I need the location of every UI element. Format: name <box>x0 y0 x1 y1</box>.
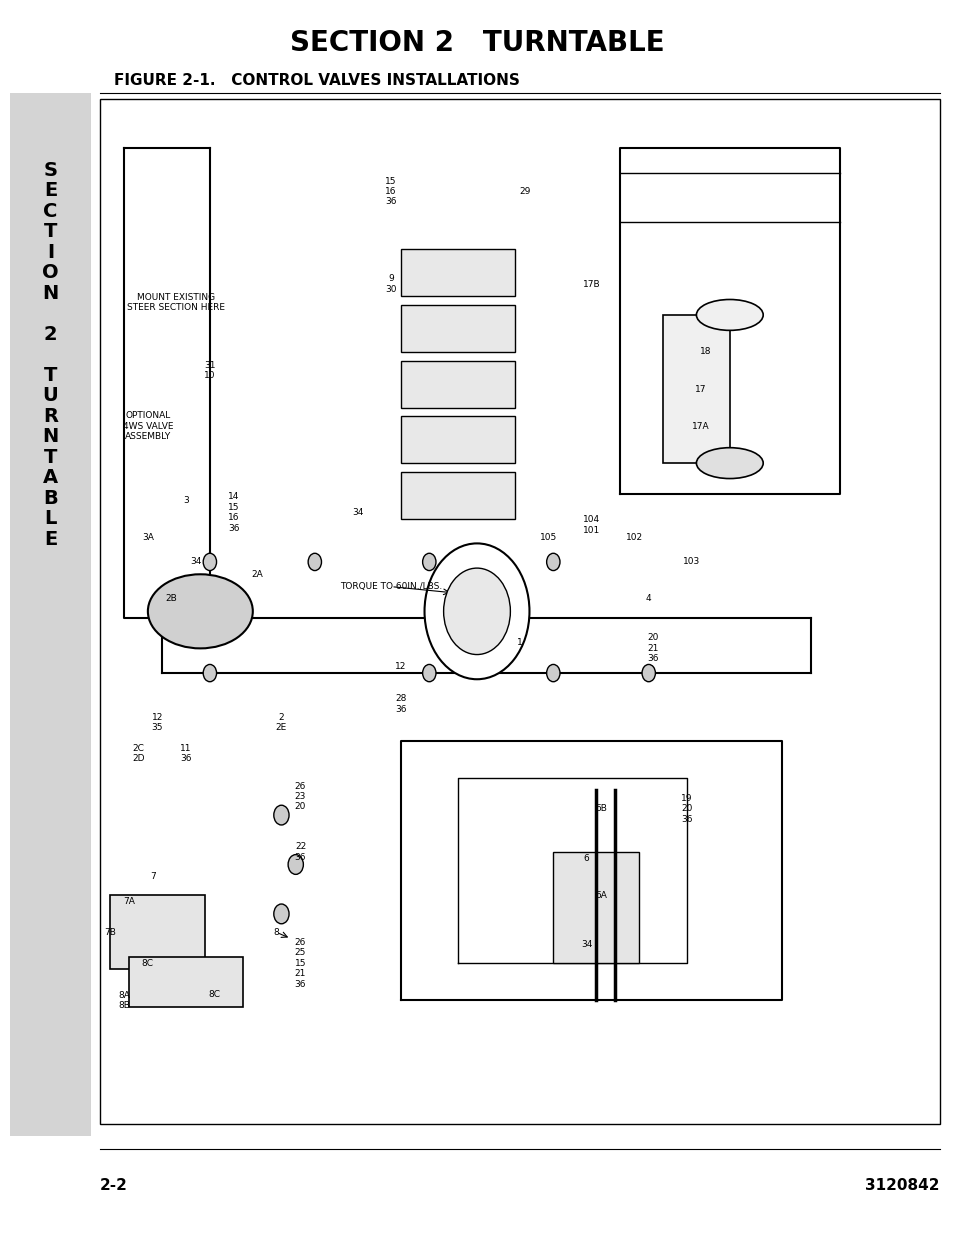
Text: 9
30: 9 30 <box>385 274 396 294</box>
Circle shape <box>443 568 510 655</box>
Circle shape <box>274 904 289 924</box>
Text: 104
101: 104 101 <box>582 515 599 535</box>
Bar <box>400 472 515 519</box>
Text: 6A: 6A <box>595 890 606 900</box>
Text: 29: 29 <box>518 186 530 196</box>
Text: 2A: 2A <box>252 569 263 579</box>
Text: 34: 34 <box>580 940 592 950</box>
Text: 26
25
15
21
36: 26 25 15 21 36 <box>294 939 306 988</box>
Text: 6B: 6B <box>595 804 606 814</box>
Bar <box>400 249 515 296</box>
Text: 34: 34 <box>190 557 201 567</box>
Bar <box>100 99 939 1124</box>
Circle shape <box>274 805 289 825</box>
Text: 34: 34 <box>352 508 363 517</box>
Text: 17A: 17A <box>692 421 709 431</box>
Text: 12: 12 <box>395 662 406 672</box>
Text: 7A: 7A <box>123 897 134 906</box>
Text: 7: 7 <box>150 872 155 882</box>
Circle shape <box>424 543 529 679</box>
Text: 15
16
36: 15 16 36 <box>385 177 396 206</box>
Text: 3120842: 3120842 <box>864 1178 939 1193</box>
FancyBboxPatch shape <box>10 93 91 1136</box>
Text: 2
2E: 2 2E <box>275 713 287 732</box>
Circle shape <box>546 664 559 682</box>
Text: 8C: 8C <box>142 958 153 968</box>
Text: FIGURE 2-1.   CONTROL VALVES INSTALLATIONS: FIGURE 2-1. CONTROL VALVES INSTALLATIONS <box>114 73 519 88</box>
Circle shape <box>422 553 436 571</box>
Text: 14
15
16
36: 14 15 16 36 <box>228 493 239 532</box>
Text: 3: 3 <box>183 495 189 505</box>
Text: 22
36: 22 36 <box>294 842 306 862</box>
Text: 2-2: 2-2 <box>100 1178 128 1193</box>
Text: OPTIONAL
4WS VALVE
ASSEMBLY: OPTIONAL 4WS VALVE ASSEMBLY <box>123 411 172 441</box>
Text: S
E
C
T
I
O
N

2

T
U
R
N
T
A
B
L
E: S E C T I O N 2 T U R N T A B L E <box>42 161 59 548</box>
Bar <box>662 315 729 463</box>
Text: 7B: 7B <box>104 927 115 937</box>
Text: 6: 6 <box>583 853 589 863</box>
Text: 31
10: 31 10 <box>204 361 215 380</box>
Text: 12
35: 12 35 <box>152 713 163 732</box>
Circle shape <box>546 553 559 571</box>
Ellipse shape <box>696 300 762 331</box>
Text: 2C
2D: 2C 2D <box>132 743 145 763</box>
Ellipse shape <box>148 574 253 648</box>
Text: 18: 18 <box>700 347 711 357</box>
Text: 17B: 17B <box>582 279 599 289</box>
Text: 20
21
36: 20 21 36 <box>647 634 659 663</box>
Text: 102: 102 <box>625 532 642 542</box>
Circle shape <box>308 553 321 571</box>
Bar <box>400 305 515 352</box>
Bar <box>110 895 205 969</box>
Circle shape <box>203 553 216 571</box>
Text: 11
36: 11 36 <box>180 743 192 763</box>
Text: 103: 103 <box>682 557 700 567</box>
Text: 4: 4 <box>645 594 651 604</box>
Bar <box>100 99 939 1124</box>
Text: 19
20
36: 19 20 36 <box>680 794 692 824</box>
Bar <box>129 957 243 1007</box>
Text: SECTION 2   TURNTABLE: SECTION 2 TURNTABLE <box>290 30 663 57</box>
Text: MOUNT EXISTING
STEER SECTION HERE: MOUNT EXISTING STEER SECTION HERE <box>128 293 225 312</box>
Circle shape <box>422 664 436 682</box>
Circle shape <box>203 664 216 682</box>
Text: 26
23
20: 26 23 20 <box>294 782 306 811</box>
Text: 17: 17 <box>695 384 706 394</box>
Text: 3A: 3A <box>142 532 153 542</box>
Text: 28
36: 28 36 <box>395 694 406 714</box>
Text: 8A
8B: 8A 8B <box>118 990 130 1010</box>
Ellipse shape <box>696 448 762 479</box>
Text: 8C: 8C <box>209 989 220 999</box>
Bar <box>400 361 515 408</box>
Bar <box>400 416 515 463</box>
Text: 1: 1 <box>517 637 522 647</box>
Bar <box>553 852 639 963</box>
Text: 2B: 2B <box>166 594 177 604</box>
Text: 105: 105 <box>539 532 557 542</box>
Text: 8: 8 <box>274 927 279 937</box>
Circle shape <box>641 664 655 682</box>
Circle shape <box>288 855 303 874</box>
Text: TORQUE TO 60IN./LBS.: TORQUE TO 60IN./LBS. <box>339 582 442 592</box>
